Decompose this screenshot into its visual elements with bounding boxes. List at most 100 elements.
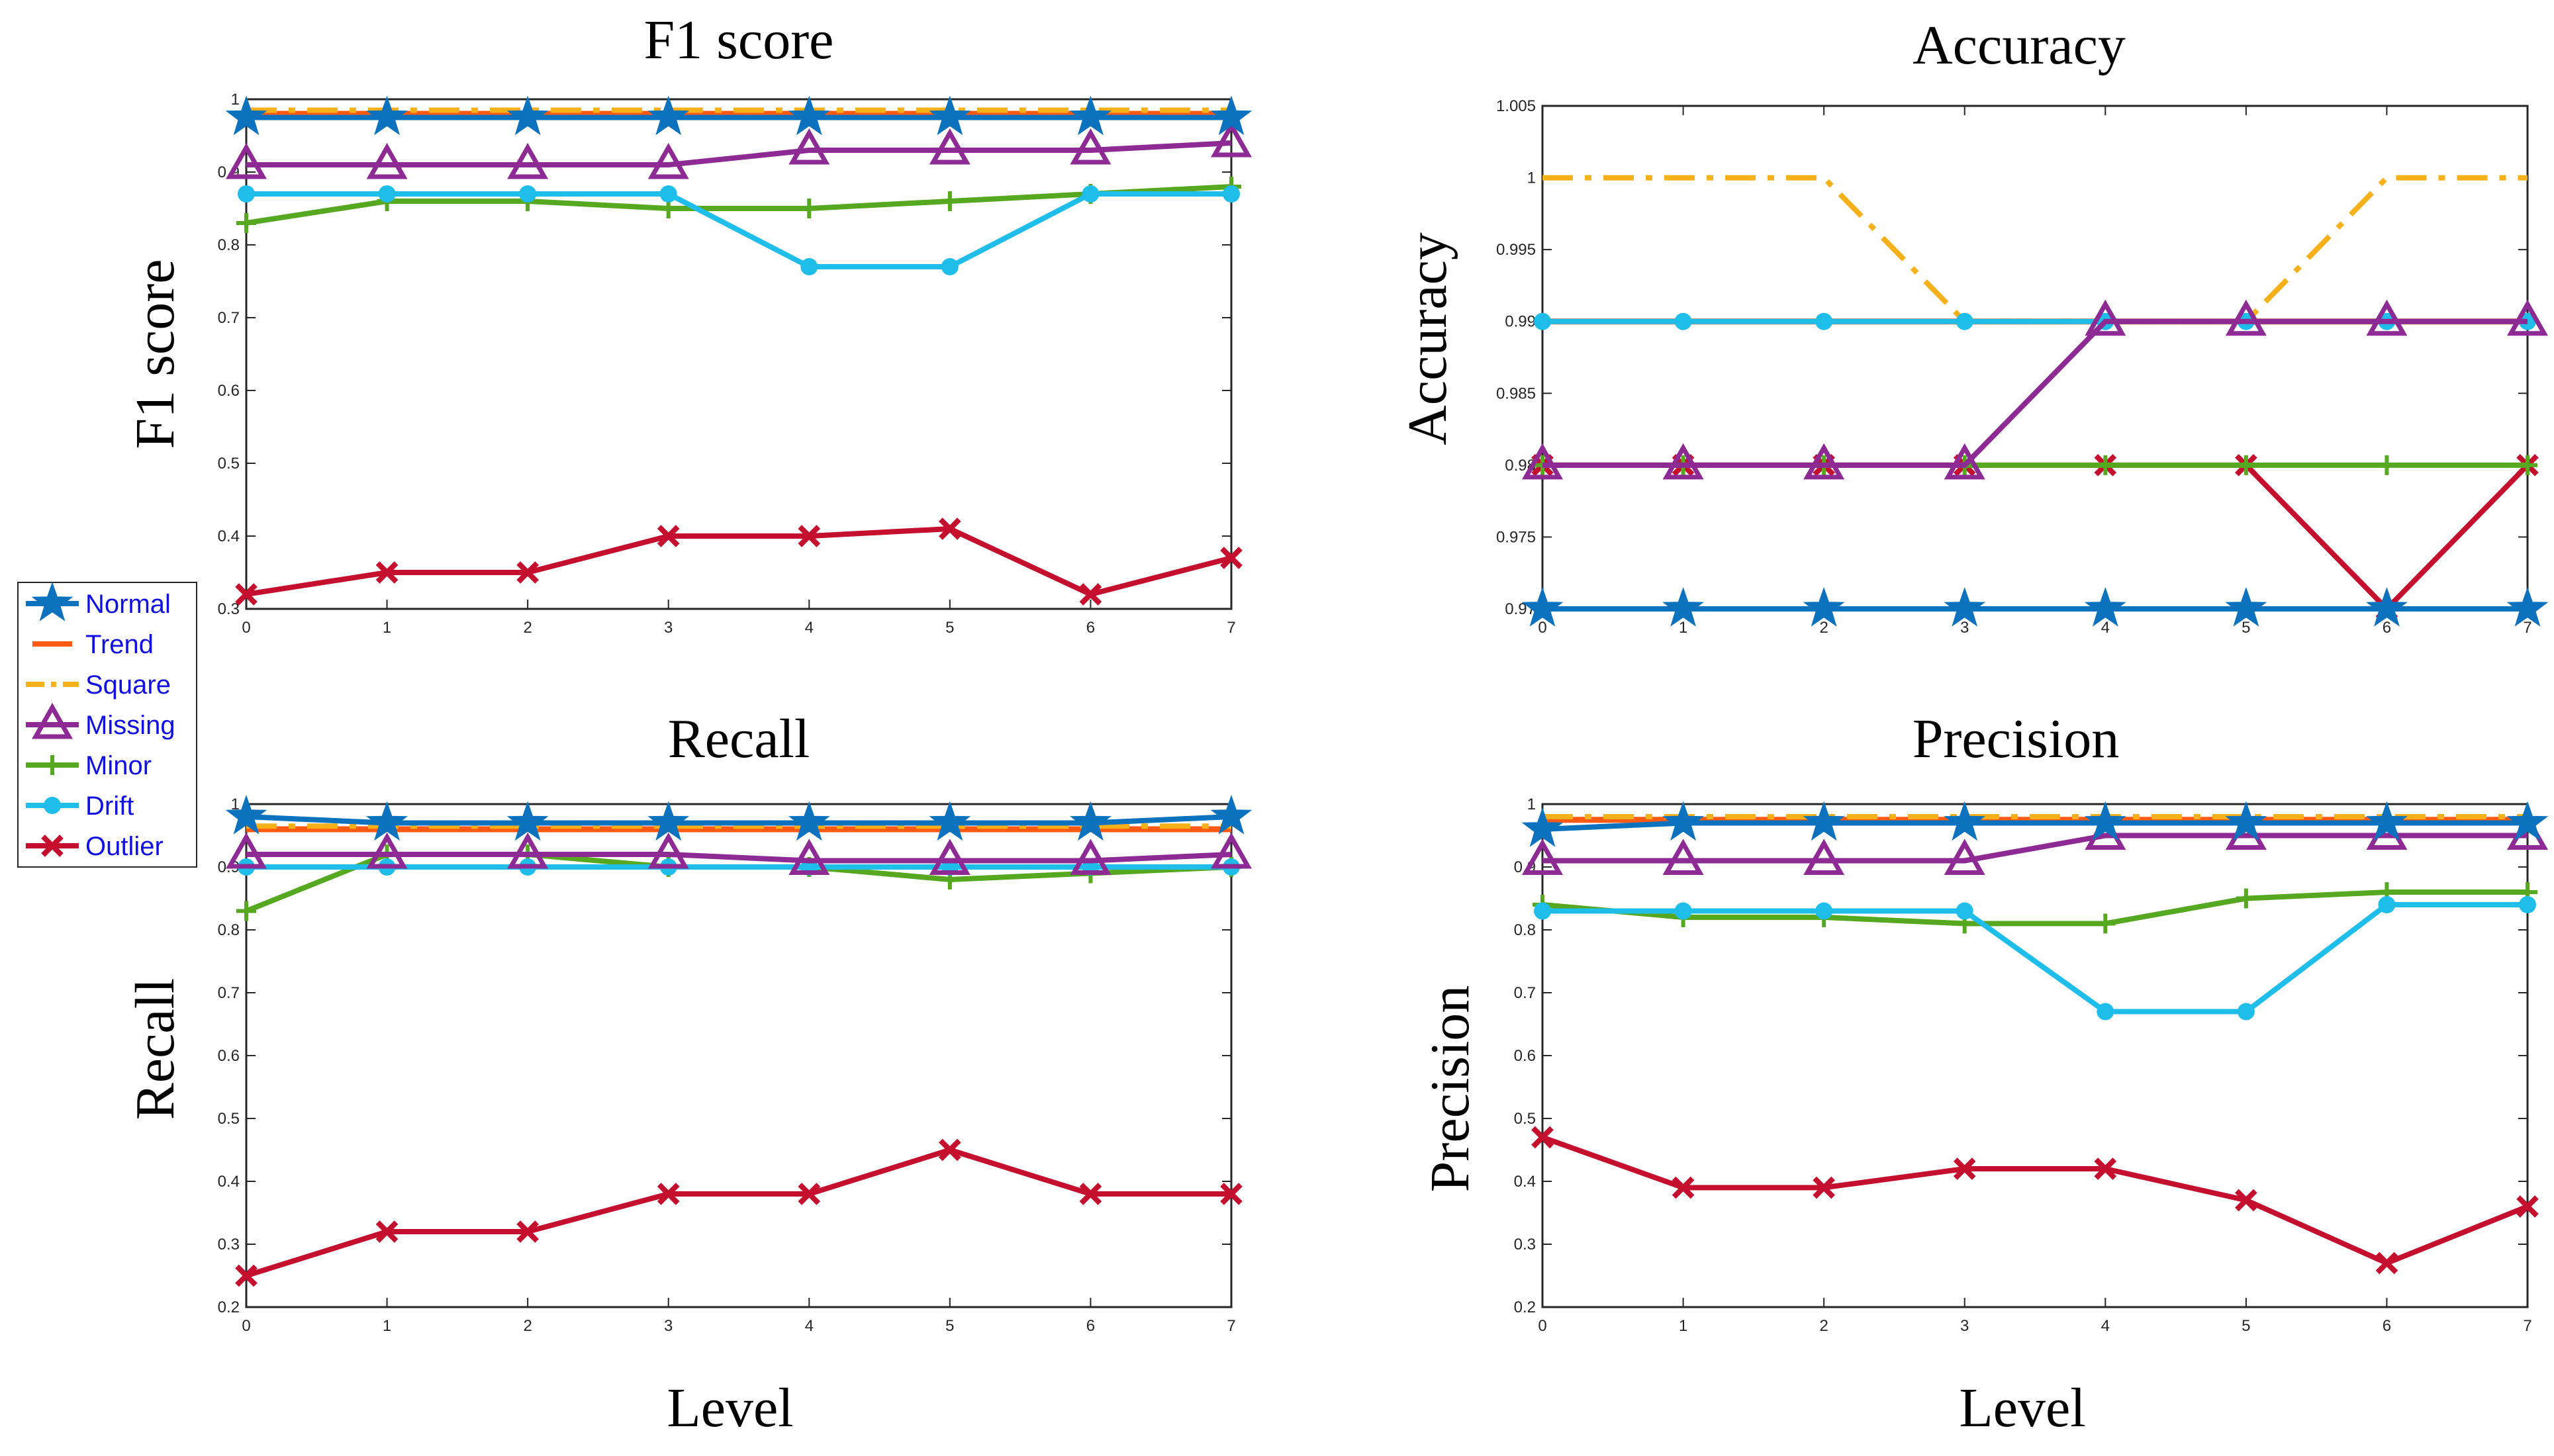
xlabel-acc-prec: Level [1959, 1377, 2085, 1439]
point-f1-normal-2 [506, 95, 549, 136]
point-acc-missing-3 [1944, 443, 1985, 480]
point-prec-outlier-7 [2516, 1195, 2539, 1218]
series-rec [225, 794, 1253, 1287]
point-rec-outlier-6 [1079, 1183, 1102, 1205]
ytick-label-f1: 0.8 [218, 236, 240, 254]
ytick-label-prec: 0.5 [1514, 1110, 1536, 1128]
ytick-label-acc: 1.005 [1496, 97, 1536, 115]
ytick-label-f1: 0.5 [218, 455, 240, 473]
plot-box-acc [1541, 105, 2529, 610]
ytick-label-f1: 0.6 [218, 382, 240, 400]
ytick-label-rec: 0.3 [218, 1236, 240, 1253]
point-prec-drift-4 [2097, 1003, 2114, 1021]
xtick-label-rec: 5 [945, 1317, 954, 1335]
point-acc-drift-3 [1956, 312, 1973, 330]
xtick-label-rec: 7 [1227, 1317, 1235, 1335]
point-rec-outlier-3 [657, 1183, 680, 1205]
legend-label-trend: Trend [85, 630, 154, 659]
point-f1-normal-0 [225, 95, 267, 136]
xtick-label-acc: 4 [2101, 619, 2110, 637]
point-prec-drift-6 [2378, 896, 2396, 913]
point-rec-missing-7 [1210, 832, 1253, 869]
point-acc-missing-1 [1662, 443, 1704, 480]
point-prec-drift-7 [2519, 896, 2536, 913]
legend-label-drift: Drift [85, 792, 134, 821]
point-acc-missing-4 [2085, 299, 2126, 336]
legend-item-normal: Normal [26, 581, 171, 621]
point-rec-minor-0 [236, 901, 256, 921]
xtick-label-prec: 5 [2242, 1317, 2250, 1335]
legend-marker-drift [44, 797, 61, 814]
point-f1-outlier-1 [375, 561, 399, 584]
panel-f1: 0.30.40.50.60.70.80.910 1 2 3 4 5 6 7 [218, 91, 1253, 637]
ytick-label-f1: 0.4 [218, 527, 240, 545]
ytick-label-acc: 0.985 [1496, 385, 1536, 402]
point-rec-missing-1 [366, 832, 408, 869]
point-acc-drift-1 [1674, 312, 1692, 330]
point-rec-missing-3 [647, 832, 689, 869]
series-line-f1-outlier [246, 526, 1233, 597]
xlabel-f1-rec: Level [667, 1377, 793, 1439]
point-f1-outlier-0 [235, 583, 258, 606]
point-f1-normal-7 [1210, 95, 1253, 136]
ytick-label-acc: 0.975 [1496, 528, 1536, 546]
xtick-label-rec: 2 [523, 1317, 532, 1335]
point-rec-outlier-7 [1220, 1183, 1243, 1205]
point-f1-outlier-7 [1220, 547, 1243, 569]
point-acc-missing-5 [2225, 299, 2267, 336]
point-prec-normal-5 [2225, 801, 2267, 841]
point-f1-missing-5 [929, 128, 970, 165]
point-prec-normal-0 [1521, 807, 1564, 847]
xtick-label-acc: 5 [2242, 619, 2250, 637]
series-line-f1-missing [246, 140, 1232, 167]
point-f1-missing-7 [1210, 120, 1253, 158]
point-acc-normal-2 [1803, 586, 1845, 627]
point-f1-missing-4 [788, 128, 830, 165]
legend-label-missing: Missing [85, 711, 175, 740]
ytick-label-prec: 1 [1527, 796, 1536, 813]
point-f1-drift-2 [519, 185, 537, 203]
xtick-label-f1: 4 [805, 619, 814, 637]
series-line-acc-missing [1542, 318, 2528, 468]
point-prec-missing-3 [1944, 839, 1985, 875]
point-f1-outlier-2 [516, 561, 539, 584]
point-rec-missing-6 [1070, 839, 1111, 875]
point-prec-missing-0 [1521, 839, 1564, 875]
point-acc-drift-0 [1534, 312, 1551, 330]
point-f1-missing-0 [225, 142, 267, 179]
title-prec: Precision [1913, 708, 2120, 770]
series-line-prec-minor [1542, 889, 2528, 927]
point-acc-normal-7 [2506, 586, 2549, 627]
ytick-label-prec: 0.8 [1514, 921, 1536, 939]
point-rec-normal-3 [647, 801, 690, 841]
title-rec: Recall [668, 708, 810, 770]
ylabel-rec: Recall [124, 978, 186, 1120]
point-acc-minor-6 [2377, 455, 2397, 475]
point-f1-outlier-3 [657, 525, 680, 547]
point-f1-missing-3 [647, 142, 689, 179]
xtick-label-f1: 1 [383, 619, 391, 637]
xtick-label-f1: 2 [523, 619, 532, 637]
ytick-label-acc: 0.99 [1505, 313, 1536, 331]
xtick-label-prec: 6 [2383, 1317, 2391, 1335]
point-rec-normal-5 [929, 801, 971, 841]
point-acc-normal-1 [1662, 586, 1704, 627]
point-f1-drift-1 [378, 185, 396, 203]
xtick-label-rec: 4 [805, 1317, 814, 1335]
point-prec-normal-1 [1662, 801, 1704, 841]
ytick-label-prec: 0.4 [1514, 1173, 1536, 1191]
ytick-label-rec: 0.5 [218, 1110, 240, 1128]
point-prec-drift-0 [1534, 902, 1551, 920]
point-f1-drift-0 [238, 185, 255, 203]
xtick-label-prec: 0 [1538, 1317, 1546, 1335]
xtick-label-f1: 5 [945, 619, 954, 637]
xtick-label-acc: 3 [1960, 619, 1969, 637]
ytick-label-f1: 0.7 [218, 309, 240, 327]
xtick-label-rec: 1 [383, 1317, 391, 1335]
point-prec-outlier-1 [1672, 1176, 1695, 1199]
ytick-label-f1: 1 [231, 91, 240, 109]
xtick-label-f1: 0 [242, 619, 250, 637]
point-prec-missing-2 [1803, 839, 1845, 875]
point-acc-normal-5 [2225, 586, 2267, 627]
